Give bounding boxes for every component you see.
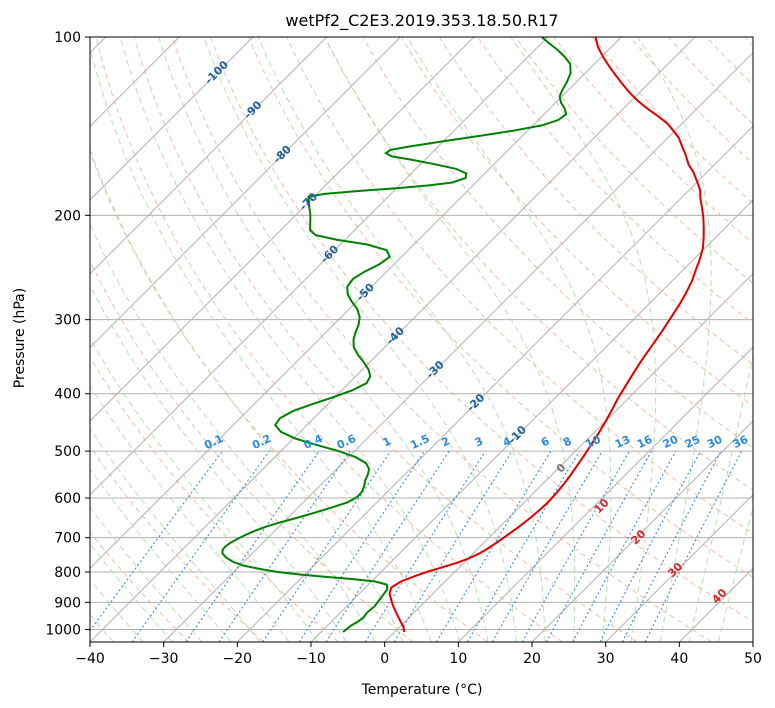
x-tick-label: 0 — [380, 651, 389, 667]
dry-adiabat-line — [438, 37, 753, 366]
dry-adiabat-line — [90, 150, 488, 642]
chart-title: wetPf2_C2E3.2019.353.18.50.R17 — [285, 11, 558, 31]
y-tick-label: 300 — [54, 313, 81, 329]
x-tick-label: 50 — [744, 651, 762, 667]
moist-adiabat-line — [717, 505, 753, 642]
isotherm-line — [90, 37, 475, 422]
isotherm-line — [90, 37, 549, 496]
moist-adiabat-line — [90, 223, 376, 642]
mixing-ratio-line — [364, 450, 486, 642]
dewpoint-profile-line — [221, 37, 572, 633]
isotherm-line — [384, 272, 753, 642]
x-tick-label: 40 — [670, 651, 688, 667]
moist-adiabat-line — [90, 284, 347, 642]
mixing-ratio-label: 10 — [583, 433, 603, 451]
dry-adiabat-line — [400, 37, 753, 407]
isotherm-line — [531, 420, 753, 642]
mixing-ratio-line — [467, 450, 580, 642]
isotherm-line — [90, 37, 622, 570]
y-tick-label: 200 — [54, 208, 81, 224]
mixing-ratio-line — [621, 450, 722, 642]
moist-adiabat-line — [510, 37, 657, 642]
y-tick-label: 900 — [54, 595, 81, 611]
mixing-ratio-label: 20 — [661, 433, 681, 451]
dry-adiabat-line — [90, 259, 414, 642]
moist-adiabat-line — [688, 352, 753, 642]
mixing-ratio-line — [644, 450, 743, 642]
mixing-ratio-label: 16 — [635, 433, 655, 451]
plot-frame — [89, 36, 754, 643]
x-tick-label: −10 — [296, 651, 326, 667]
x-tick-label: −20 — [223, 651, 253, 667]
moist-adiabat-line — [637, 37, 712, 642]
moist-adiabat-line — [324, 37, 576, 642]
moist-adiabat-line — [90, 147, 404, 642]
moist-adiabat-line — [406, 37, 612, 642]
mixing-ratio-line — [262, 450, 392, 642]
dry-adiabat-line — [286, 37, 753, 534]
moist-adiabat-line — [90, 543, 173, 642]
plot-background — [90, 37, 753, 642]
y-tick-label: 100 — [54, 30, 81, 46]
x-tick-label: −30 — [149, 651, 179, 667]
isotherm-line — [752, 641, 753, 642]
dry-adiabat-line — [515, 37, 753, 284]
mixing-ratio-label: 30 — [705, 433, 725, 451]
mixing-ratio-line — [545, 450, 653, 642]
mixing-ratio-line — [599, 450, 701, 642]
mixing-ratio-label: 25 — [683, 433, 702, 451]
y-tick-label: 400 — [54, 387, 81, 403]
mixing-ratio-line — [298, 450, 425, 642]
x-tick-label: 30 — [597, 651, 615, 667]
moist-adiabat-line — [90, 384, 290, 642]
moist-adiabat-line — [90, 468, 232, 642]
y-axis-label: Pressure (hPa) — [12, 288, 28, 388]
y-tick-label: 700 — [54, 531, 81, 547]
moist-adiabat-line — [90, 45, 432, 642]
dry-adiabat-line — [90, 531, 190, 642]
y-tick-label: 800 — [54, 565, 81, 581]
dry-adiabat-line — [171, 37, 712, 642]
isotherm-line — [90, 37, 328, 275]
mixing-ratio-line — [435, 450, 552, 642]
mixing-ratio-line — [218, 450, 351, 642]
moist-adiabat-line — [203, 37, 517, 642]
mixing-ratio-line — [572, 450, 677, 642]
moist-adiabat-line — [158, 37, 489, 642]
moist-adiabat-line — [90, 427, 261, 642]
mixing-ratio-line — [393, 450, 513, 642]
x-tick-label: −40 — [75, 651, 105, 667]
x-tick-label: 20 — [523, 651, 541, 667]
moist-adiabat-line — [90, 578, 144, 642]
isotherm-line — [90, 37, 254, 201]
isotherm-line — [605, 493, 753, 642]
isotherm-line — [90, 37, 401, 349]
moist-adiabat-line — [119, 37, 461, 642]
dry-adiabat-line — [248, 37, 753, 578]
mixing-ratio-line — [131, 450, 270, 642]
isotherm-line — [236, 125, 753, 642]
moist-adiabat-line — [90, 337, 319, 642]
x-tick-label: 10 — [449, 651, 467, 667]
isotherm-line — [163, 51, 753, 642]
plot-area — [90, 37, 753, 642]
mixing-ratio-line — [325, 450, 450, 642]
dry-adiabat-line — [95, 37, 563, 642]
dry-adiabat-line — [133, 37, 638, 642]
moist-adiabat-line — [90, 506, 203, 642]
y-tick-label: 1000 — [45, 622, 81, 638]
y-tick-label: 600 — [54, 491, 81, 507]
moist-adiabat-line — [257, 37, 546, 642]
dry-adiabat-line — [90, 445, 264, 642]
temperature-profile-line — [388, 37, 705, 633]
mixing-ratio-label: 36 — [731, 433, 751, 451]
x-axis-label: Temperature (°C) — [361, 682, 483, 698]
mixing-ratio-label: 13 — [613, 433, 632, 451]
y-tick-label: 500 — [54, 444, 81, 460]
isotherm-line — [90, 37, 696, 642]
isotherm-line — [457, 346, 753, 642]
